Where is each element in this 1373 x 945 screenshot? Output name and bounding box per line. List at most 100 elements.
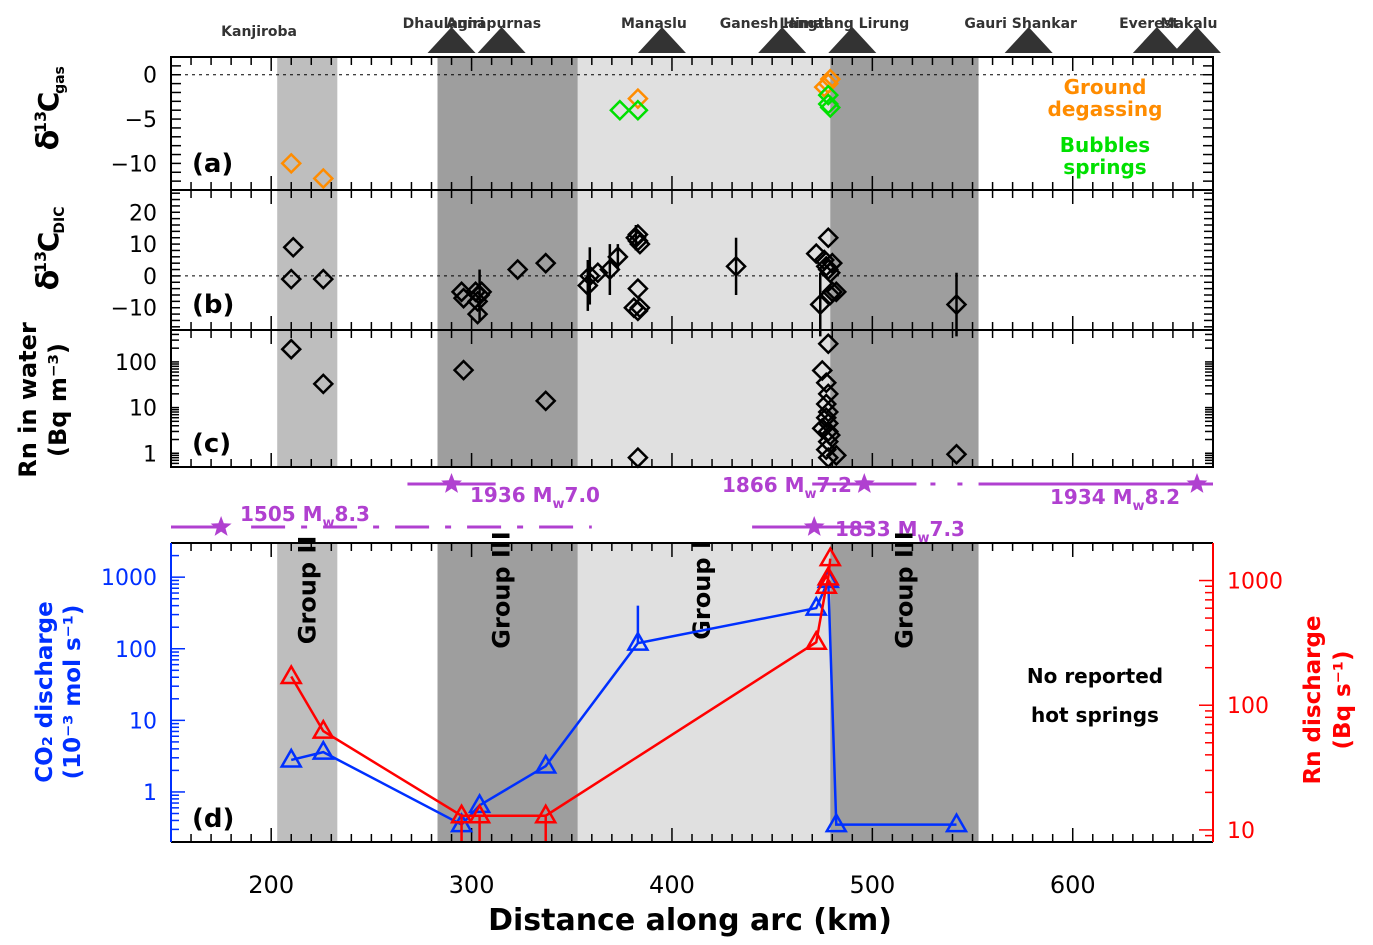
bubbles-springs-point-2 [817,84,840,106]
panel-a-label: (a) [192,149,233,179]
co2-point-4 [534,753,558,774]
co2-point-6 [804,595,828,616]
rn-water-point-9 [815,393,838,415]
rn-point-5 [804,629,828,650]
rn-point-8 [818,546,842,567]
ground-degassing-point-1 [312,167,335,190]
earthquake-label-sub-4: w [1133,499,1145,514]
panel-d-right-tick-0: 1000 [1227,570,1283,595]
co2-point-8 [824,812,848,833]
dic-point-3 [450,281,473,303]
panel-b-ylabel-c: C [32,232,65,253]
band-upper-3 [830,57,979,467]
band-upper-2 [577,57,831,467]
rn-point-4 [534,803,558,824]
panel-a-ylabel-sup: 13 [31,111,50,133]
rn-water-point-11 [815,406,838,429]
earthquake-label-0: 1505 Mw8.3 [240,502,370,531]
epicenter-star-1 [441,473,462,493]
group-label-text-0: Group II [293,536,321,645]
earthquake-label-text-1: 1936 M [470,483,553,507]
dic-point-8 [470,281,493,303]
panel-a-ylabel-c: C [32,92,65,113]
panel-b-tick-0: 20 [129,201,157,226]
panel-a-tick-2: −10 [111,152,157,177]
rn-water-point-6 [817,332,840,355]
dic-point-11 [534,252,557,274]
panel-a-ylabel-delta: δ [31,130,66,151]
mountain-label-0: Kanjiroba [221,24,297,40]
earthquake-label-mag-3: 7.3 [930,517,965,541]
dic-point-14 [587,261,609,284]
mountain-label-8: Makalu [1161,16,1218,32]
ground-degassing-point-0 [280,152,302,175]
mountain-peak-7 [1132,27,1181,53]
co2-point-9 [944,812,969,833]
rn-water-point-16 [817,430,840,453]
co2-point-1 [311,739,335,760]
rn-point-2 [449,803,474,824]
band-upper-1 [437,57,578,467]
mountain-label-7: Everest [1119,16,1179,32]
earthquake-label-mag-1: 7.0 [565,483,600,507]
co2-series-line [290,579,957,827]
rn-water-point-20 [945,443,968,466]
rn-water-point-0 [280,338,302,360]
earthquake-label-text-0: 1505 M [240,502,323,526]
panel-a-tick-0: 0 [143,64,157,89]
bubbles-springs-point-4 [819,96,842,119]
dic-point-24 [629,296,651,319]
band-lower-2 [577,543,831,842]
panel-c: 100 10 1 (c) Rn in water (Bq m⁻³) [14,322,1214,478]
x-tick-label-3: 500 [849,871,895,899]
band-lower-0 [277,543,338,842]
earthquake-label-text-3: 1833 M [835,517,918,541]
mountain-peak-1 [427,27,476,53]
x-tick-label-1: 300 [449,871,495,899]
bubbles-springs-point-0 [609,99,631,121]
panel-d-left-tick-1: 100 [115,638,157,663]
group-label-0: Group II [293,536,321,645]
co2-point-0 [279,747,303,768]
earthquake-label-2: 1866 Mw7.2 [722,473,852,502]
panel-frames [170,56,1214,843]
rn-water-point-7 [815,371,838,394]
panel-b-ylabel-subscript: DIC [52,206,68,233]
rn-point-7 [816,565,840,586]
no-springs-note-1: No reported [1027,664,1163,688]
panel-d-left-tick-0: 1000 [101,566,157,591]
dic-point-37 [945,293,968,316]
ground-degassing-label-2: degassing [1048,97,1163,121]
ground-degassing-point-2 [627,87,649,110]
x-tick-label-0: 200 [248,871,294,899]
panel-d-label: (d) [192,804,234,834]
mountain-label-6: Gauri Shankar [964,16,1077,32]
x-tick-label-2: 400 [649,871,695,899]
panel-b-tick-1: 10 [129,233,157,258]
panel-c-label: (c) [192,429,231,459]
mountain-peak-3 [637,27,686,53]
band-lower-1 [437,543,578,842]
panel-b-tick-2: 0 [143,265,157,290]
dic-point-2 [312,268,335,290]
co2-ylabel-1: CO₂ discharge [32,601,58,782]
group-label-2: Group I [688,540,716,640]
rn-water-point-17 [815,438,838,461]
earthquake-label-4: 1934 Mw8.2 [1050,485,1180,514]
mountain-label-4: Ganesh Himal [720,16,829,32]
rn-point-0 [279,663,303,685]
panel-d: Group II Group III Group I Group III1000100… [32,531,1356,899]
panel-c-ylabel-2: (Bq m⁻³) [44,343,72,457]
epicenter-star-2 [853,473,875,493]
upper-frame [170,56,1214,468]
dic-point-29 [817,226,840,249]
group-bands [277,57,979,842]
dic-point-9 [466,303,489,325]
band-upper-0 [277,57,338,467]
earthquake-label-sub-1: w [553,497,565,512]
panel-b-tick-3: −10 [111,297,157,322]
dic-point-10 [506,258,529,281]
